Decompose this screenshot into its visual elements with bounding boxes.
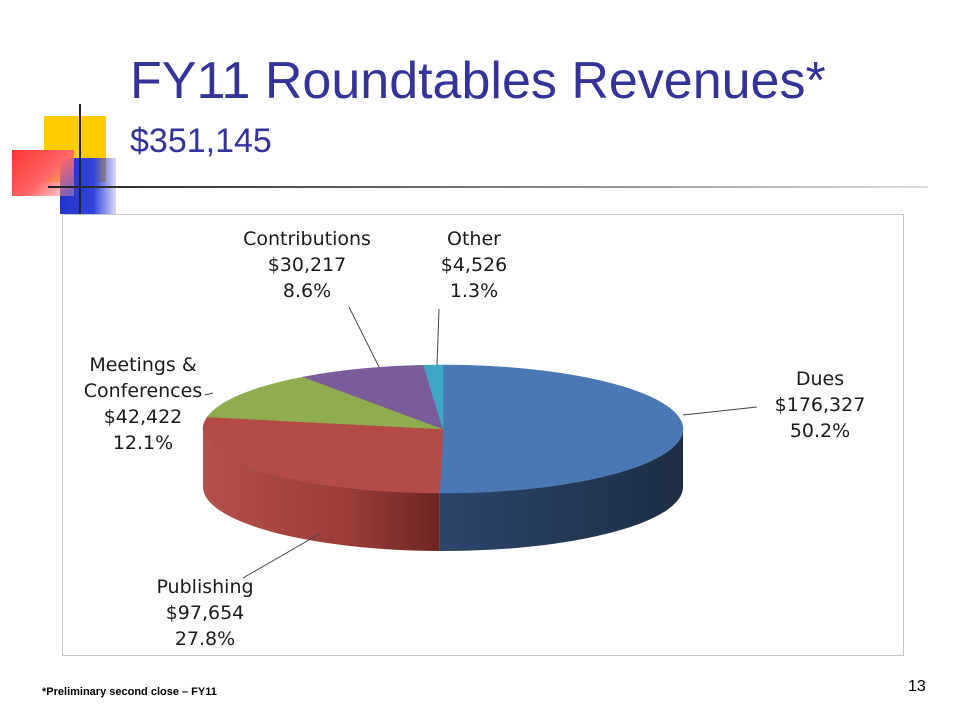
page-number: 13 (908, 678, 926, 695)
decor-red-square (12, 150, 74, 196)
pie-chart-frame: Dues $176,327 50.2% Publishing $97,654 27.8% M… (62, 214, 904, 656)
pie-slice-side-0 (439, 429, 683, 551)
pie-slice-1 (202, 416, 444, 494)
leader-line-2 (204, 392, 214, 396)
pie-slice-0 (439, 364, 684, 494)
slide-title: FY11 Roundtables Revenues* (130, 52, 826, 110)
slide-subtitle: $351,145 (130, 122, 272, 160)
pie-slice-3 (302, 364, 444, 430)
pie-slice-2 (206, 376, 444, 430)
pie-slice-side-1 (203, 429, 440, 551)
decor-vertical-line (79, 104, 81, 216)
data-label-3: Contributions $30,217 8.6% (243, 228, 371, 302)
decor-horizontal-line (48, 186, 928, 188)
data-label-0: Dues $176,327 50.2% (775, 368, 866, 442)
pie-slice-4 (423, 364, 444, 430)
leader-line-4 (436, 308, 440, 366)
leader-line-3 (348, 306, 380, 368)
leader-line-0 (682, 406, 758, 416)
leader-line-1 (242, 532, 322, 579)
data-label-2: Meetings & Conferences $42,422 12.1% (84, 354, 202, 454)
data-label-4: Other $4,526 1.3% (441, 228, 507, 302)
footnote: *Preliminary second close – FY11 (42, 686, 217, 698)
pie-chart: Dues $176,327 50.2% Publishing $97,654 27.8% M… (84, 228, 866, 650)
data-label-1: Publishing $97,654 27.8% (156, 576, 253, 650)
